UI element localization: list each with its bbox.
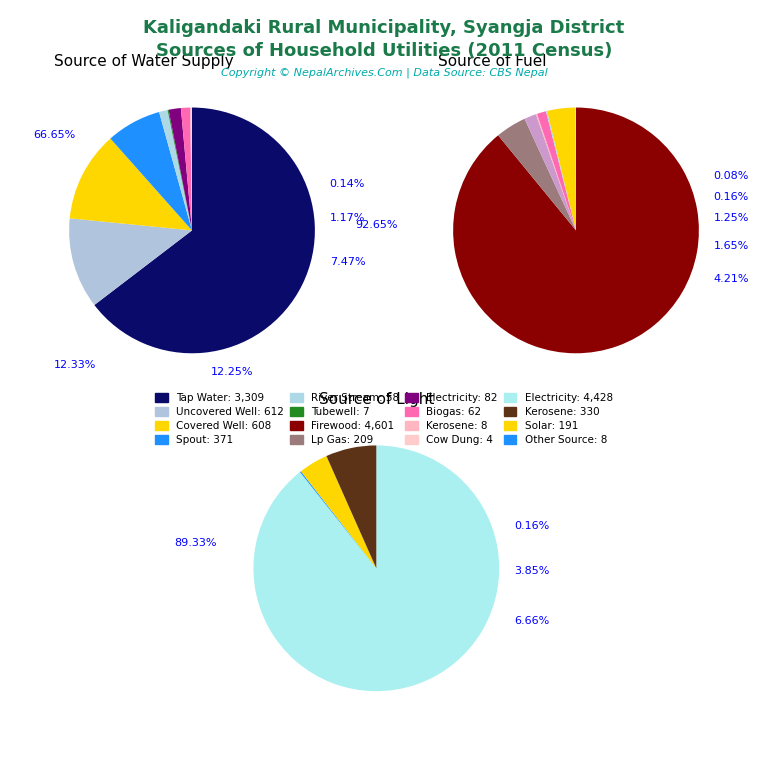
Wedge shape [69,218,192,305]
Wedge shape [111,112,192,230]
Wedge shape [94,108,315,353]
Text: 92.65%: 92.65% [356,220,398,230]
Text: 1.25%: 1.25% [713,213,749,223]
Text: 4.21%: 4.21% [713,274,749,284]
Wedge shape [180,108,192,230]
Legend: Tap Water: 3,309, Uncovered Well: 612, Covered Well: 608, Spout: 371, River Stre: Tap Water: 3,309, Uncovered Well: 612, C… [155,393,613,445]
Wedge shape [190,108,192,230]
Text: 7.47%: 7.47% [329,257,366,266]
Text: 66.65%: 66.65% [33,131,75,141]
Wedge shape [453,108,699,353]
Wedge shape [301,456,376,568]
Wedge shape [525,114,576,230]
Title: Source of Light: Source of Light [319,392,434,406]
Wedge shape [300,472,376,568]
Wedge shape [169,108,192,230]
Text: 0.16%: 0.16% [514,521,549,531]
Text: Sources of Household Utilities (2011 Census): Sources of Household Utilities (2011 Cen… [156,42,612,60]
Wedge shape [537,111,576,230]
Text: 1.17%: 1.17% [329,213,365,223]
Text: 3.85%: 3.85% [514,567,549,577]
Text: 0.08%: 0.08% [713,170,749,180]
Wedge shape [326,445,376,568]
Wedge shape [536,114,576,230]
Wedge shape [498,119,576,230]
Text: Source of Fuel: Source of Fuel [438,54,546,68]
Text: 12.33%: 12.33% [54,360,96,370]
Text: 0.14%: 0.14% [329,180,365,190]
Text: Source of Water Supply: Source of Water Supply [54,54,233,68]
Text: 1.65%: 1.65% [713,241,749,251]
Text: Copyright © NepalArchives.Com | Data Source: CBS Nepal: Copyright © NepalArchives.Com | Data Sou… [220,68,548,78]
Wedge shape [70,138,192,230]
Text: 89.33%: 89.33% [174,538,217,548]
Wedge shape [159,110,192,230]
Wedge shape [253,445,499,691]
Wedge shape [547,108,576,230]
Wedge shape [167,110,192,230]
Text: 6.66%: 6.66% [514,616,549,626]
Text: Kaligandaki Rural Municipality, Syangja District: Kaligandaki Rural Municipality, Syangja … [144,19,624,37]
Wedge shape [546,111,576,230]
Text: 0.16%: 0.16% [713,192,749,202]
Text: 12.25%: 12.25% [210,367,253,377]
